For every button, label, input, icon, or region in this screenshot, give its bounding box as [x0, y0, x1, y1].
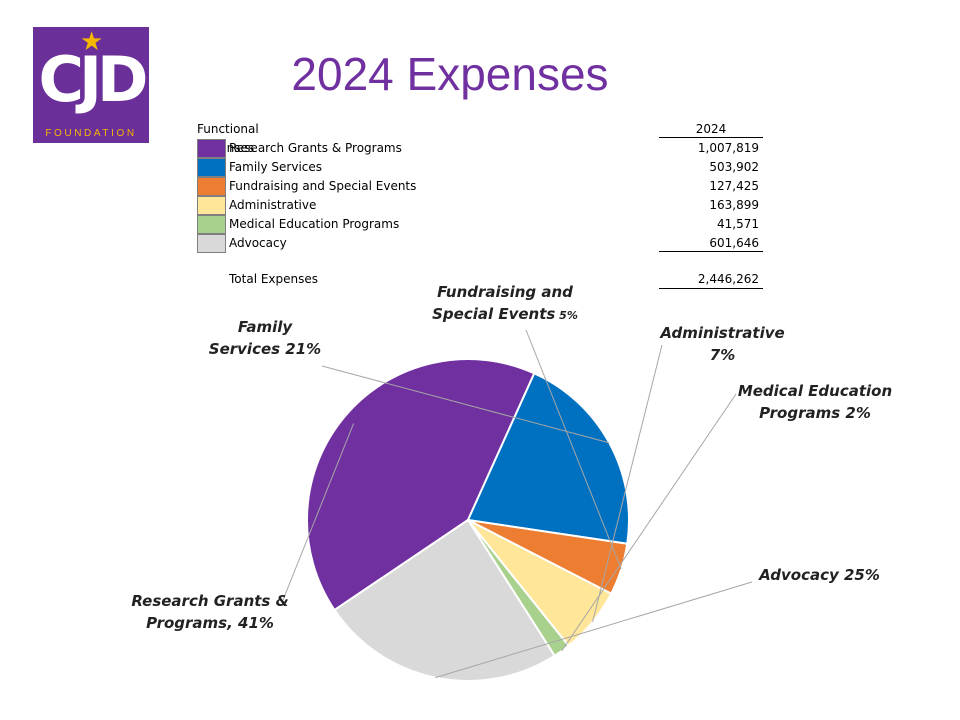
slice-data-label: Administrative 7% — [650, 322, 795, 366]
leader-line — [561, 393, 737, 652]
total-underline — [659, 288, 763, 289]
color-swatch — [197, 215, 226, 234]
slice-data-label: Medical Education Programs 2% — [730, 380, 900, 424]
leader-line — [592, 344, 663, 623]
row-label: Advocacy — [229, 236, 287, 250]
data-label-line: Programs 2% — [759, 404, 871, 422]
total-label: Total Expenses — [229, 272, 319, 286]
data-label-line: Family — [237, 318, 293, 336]
data-label-percent: 5% — [555, 309, 578, 322]
logo-letters: CJD — [38, 43, 148, 116]
page-title: 2024 Expenses — [291, 48, 609, 100]
row-value: 601,646 — [709, 236, 759, 250]
leader-line — [435, 581, 753, 679]
row-value: 127,425 — [709, 179, 759, 193]
color-swatch — [197, 196, 226, 215]
data-label-line: 7% — [709, 346, 736, 364]
row-label: Administrative — [229, 198, 317, 212]
row-label: Family Services — [229, 160, 323, 174]
pie-slice — [333, 518, 556, 682]
row-label: Research Grants & Programs — [229, 141, 402, 155]
data-label-line: Services 21% — [208, 340, 322, 358]
data-label-line: Administrative — [660, 324, 785, 342]
pie-slice — [306, 358, 536, 612]
slice-data-label: Research Grants & Programs, 41% — [120, 590, 300, 634]
subtotal-underline — [659, 251, 763, 252]
pie-slice — [466, 371, 630, 545]
data-label-line: Advocacy 25% — [759, 566, 880, 584]
leader-line — [525, 329, 622, 570]
leader-line — [321, 365, 610, 444]
data-label-line: Fundraising and — [437, 283, 573, 301]
slice-data-label: Fundraising and Special Events 5% — [420, 281, 590, 327]
row-value: 163,899 — [709, 198, 759, 212]
data-label-line: Special Events 5% — [432, 305, 578, 323]
logo-subtitle: FOUNDATION — [45, 128, 137, 139]
row-label: Medical Education Programs — [229, 217, 400, 231]
color-swatch — [197, 139, 226, 158]
data-label-line: Programs, 41% — [146, 614, 274, 632]
data-label-line: Medical Education — [737, 382, 893, 400]
leader-line — [282, 423, 355, 601]
color-swatch — [197, 234, 226, 253]
data-label-line: Research Grants & — [131, 592, 289, 610]
row-value: 41,571 — [717, 217, 759, 231]
row-label: Fundraising and Special Events — [229, 179, 417, 193]
slice-data-label: Family Services 21% — [200, 316, 330, 360]
star-icon: ★ — [80, 26, 104, 56]
table-header-year: 2024 — [659, 120, 763, 138]
slice-data-label: Advocacy 25% — [752, 564, 887, 586]
total-value: 2,446,262 — [697, 272, 759, 286]
row-value: 503,902 — [709, 160, 759, 174]
color-swatch — [197, 158, 226, 177]
row-value: 1,007,819 — [697, 141, 759, 155]
cjd-foundation-logo: ★ CJD FOUNDATION — [33, 27, 149, 143]
color-swatch — [197, 177, 226, 196]
